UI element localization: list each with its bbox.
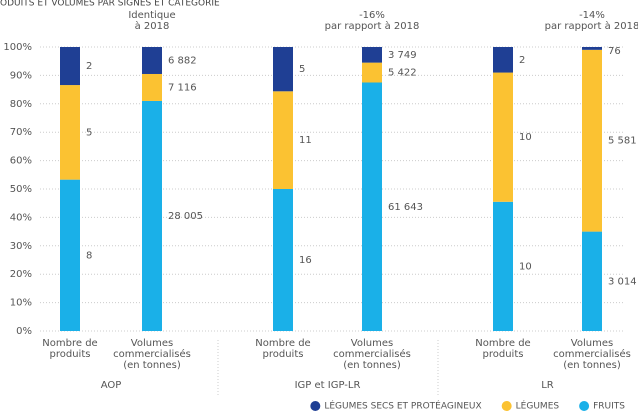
group-label: LR [541,380,554,391]
group-label: AOP [101,380,122,391]
bar-segment [142,47,162,74]
bar-segment [362,62,382,83]
data-label: 5 [86,127,92,138]
data-label: 3 749 [388,50,417,61]
y-tick-label: 60% [10,156,32,167]
x-tick-label: Volumes commercialisés (en tonnes) [113,338,191,371]
data-label: 2 [519,55,525,66]
bar-segment [60,179,80,331]
y-tick-label: 40% [10,212,32,223]
legend-label: LÉGUMES [516,400,560,412]
bar-segment [493,72,513,202]
bar-segment [60,47,80,86]
data-label: 5 [299,64,305,75]
bar-segment [582,231,602,331]
legend-label: FRUITS [593,402,625,412]
chart-title: ODUITS ET VOLUMES PAR SIGNES ET CATÉGORI… [0,0,220,9]
data-label: 28 005 [168,211,203,222]
legend-swatch [501,401,512,411]
data-label: 61 643 [388,202,423,213]
y-tick-label: 80% [10,99,32,110]
legend-swatch [579,401,590,411]
x-tick-label: Volumes commercialisés (en tonnes) [333,338,411,371]
bar-segment [60,85,80,180]
data-label: 11 [299,135,312,146]
bar-segment [493,47,513,73]
data-label: 10 [519,132,532,143]
data-label: 6 882 [168,55,197,66]
bar-segment [142,73,162,101]
bar-segment [493,201,513,331]
x-tick-label: Nombre de produits [475,338,531,360]
y-tick-label: 90% [10,70,32,81]
annotation: Identique à 2018 [128,10,176,32]
annotation: -14% par rapport à 2018 [544,10,638,32]
bar-segment [582,47,602,50]
bar-segment [273,47,293,92]
x-tick-label: Nombre de produits [255,338,311,360]
y-tick-label: 30% [10,241,32,252]
data-label: 2 [86,61,92,72]
bar-segment [362,47,382,63]
bar-segment [142,100,162,332]
y-tick-label: 50% [10,184,32,195]
data-label: 76 [608,46,621,57]
group-label: IGP et IGP-LR [295,380,361,391]
x-tick-label: Nombre de produits [42,338,98,360]
data-label: 8 [86,250,92,261]
bar-segment [273,189,293,331]
data-label: 10 [519,261,532,272]
legend-label: LÉGUMES SECS ET PROTÉAGINEUX [324,400,481,412]
annotation: -16% par rapport à 2018 [324,10,420,32]
y-tick-label: 10% [10,298,32,309]
data-label: 5 422 [388,68,417,79]
y-tick-label: 20% [10,269,32,280]
data-label: 16 [299,255,312,266]
y-tick-label: 0% [16,326,32,337]
data-label: 7 116 [168,82,197,93]
bar-segment [273,91,293,189]
legend-swatch [310,401,321,411]
y-tick-label: 100% [3,42,32,53]
data-label: 5 581 [608,136,637,147]
data-label: 3 014 [608,276,637,287]
x-tick-label: Volumes commercialisés (en tonnes) [553,338,631,371]
y-tick-label: 70% [10,127,32,138]
bar-segment [362,82,382,331]
bar-segment [582,49,602,232]
